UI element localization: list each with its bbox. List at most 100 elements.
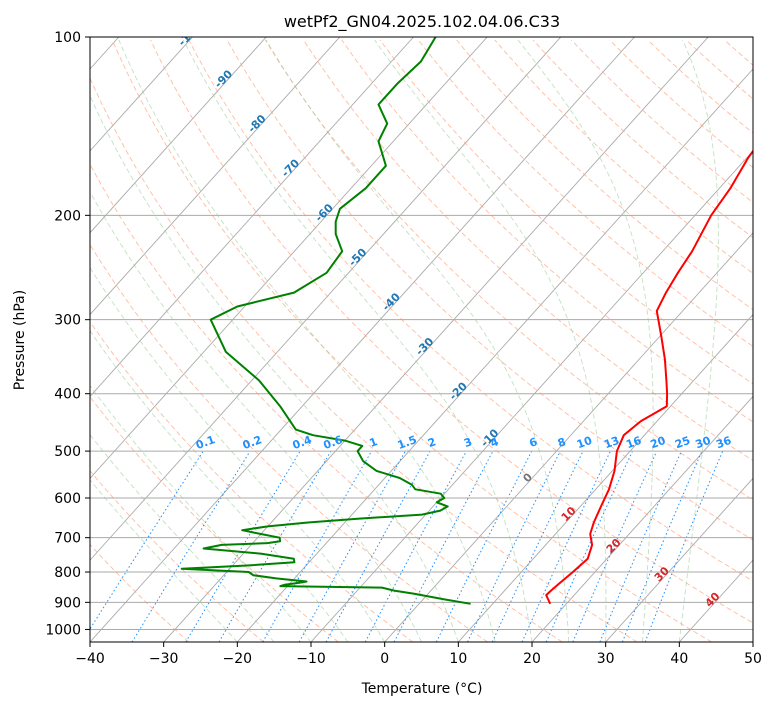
mixing-ratio-label: 4	[489, 435, 501, 450]
dry-adiabat	[417, 39, 753, 348]
mixing-ratio-line	[185, 451, 301, 642]
isotherm-label: -70	[279, 156, 302, 179]
moist-adiabat	[90, 94, 459, 642]
mixing-ratio-line	[545, 451, 633, 642]
y-tick-label: 200	[54, 208, 81, 224]
y-tick-label: 900	[54, 595, 81, 611]
x-tick-label: 40	[670, 651, 688, 667]
dry-adiabat	[264, 39, 753, 501]
isotherm-label: 10	[559, 504, 579, 524]
dry-adiabat	[379, 39, 753, 385]
y-tick-label: 600	[54, 491, 81, 507]
isotherm	[90, 37, 562, 561]
x-tick-label: 20	[523, 651, 541, 667]
chart-title: wetPf2_GN04.2025.102.04.06.C33	[284, 12, 560, 32]
moist-adiabat	[90, 266, 386, 642]
mixing-ratio-line	[262, 451, 372, 642]
isotherm	[531, 395, 753, 642]
isotherm	[90, 37, 267, 234]
dry-adiabat	[188, 39, 753, 582]
dry-adiabat	[341, 39, 753, 423]
mixing-ratio-line	[90, 451, 204, 630]
mixing-ratio-line	[521, 451, 611, 642]
dry-adiabat	[456, 39, 753, 311]
mixing-ratio-label: 36	[714, 434, 733, 452]
dry-adiabat	[647, 39, 753, 134]
moist-adiabat	[374, 39, 607, 642]
isotherm-label: 20	[604, 536, 624, 556]
dry-adiabat	[685, 39, 753, 100]
y-axis-label: Pressure (hPa)	[12, 290, 28, 390]
isotherm-label: -40	[380, 290, 403, 313]
isotherm-label: -60	[313, 201, 336, 224]
y-axis: 100 200 300 400 500 600 700 800 900 1000	[45, 30, 90, 638]
dry-adiabat	[494, 39, 753, 274]
isotherm	[90, 37, 635, 642]
moist-adiabat	[90, 479, 238, 642]
mixing-ratio-label: 20	[649, 434, 668, 452]
isotherm-label: -50	[346, 246, 369, 269]
moist-adiabat	[90, 330, 349, 642]
isotherm	[678, 559, 753, 642]
mixing-ratio-label: 10	[575, 434, 594, 452]
mixing-ratio-label: 16	[624, 434, 643, 452]
y-tick-label: 1000	[45, 622, 81, 638]
moist-adiabat	[118, 39, 496, 642]
y-tick-label: 100	[54, 30, 81, 46]
sounding-series	[180, 37, 753, 605]
mixing-ratio-label: 2	[426, 435, 438, 450]
moist-adiabat	[90, 434, 275, 642]
dry-adiabat	[723, 39, 753, 66]
mixing-ratio-label: 1	[368, 435, 380, 450]
x-axis: −40 −30 −20 −10 0 10 20 30 40 50	[75, 642, 762, 667]
plot-area: 0.1 0.2 0.4 0.6 1 1.5 2 3 4 6 8 10 13 16 20 25 30 36-100-…	[89, 36, 754, 643]
mixing-ratio-line	[644, 451, 723, 642]
mixing-ratio-line	[467, 451, 561, 642]
moist-adiabat	[517, 39, 654, 642]
dry-adiabat	[150, 39, 753, 624]
dry-adiabat	[90, 543, 190, 642]
isotherm	[310, 150, 753, 642]
mixing-ratio-line	[491, 451, 584, 642]
mixing-ratio-label: 1.5	[396, 433, 419, 452]
mixing-ratio-label: 0.2	[241, 433, 264, 452]
x-tick-label: −20	[223, 651, 253, 667]
mixing-ratio-label: 0.4	[291, 433, 314, 452]
isotherm-label: -20	[447, 379, 470, 402]
mixing-ratio-line	[325, 451, 431, 642]
mixing-ratio-line	[364, 451, 467, 642]
mixing-ratio-line	[218, 451, 332, 642]
mixing-ratio-line	[435, 451, 532, 642]
isotherm	[90, 37, 488, 480]
mixing-ratio-label: 8	[556, 435, 568, 450]
mixing-ratio-line	[572, 451, 657, 642]
mixing-ratio-line	[131, 451, 251, 642]
background-lines	[90, 37, 753, 642]
dry-adiabat	[111, 39, 712, 642]
y-tick-label: 400	[54, 387, 81, 403]
dry-adiabat	[90, 77, 638, 642]
dry-adiabat	[90, 396, 339, 642]
isotherm-label: -30	[413, 335, 436, 358]
isotherm	[457, 313, 753, 642]
isotherm	[384, 232, 753, 642]
isotherm	[90, 37, 414, 398]
isotherm	[236, 68, 753, 642]
dry-adiabat	[90, 163, 563, 642]
isotherm	[605, 477, 753, 642]
y-tick-label: 300	[54, 313, 81, 329]
dry-adiabat	[90, 321, 414, 642]
x-tick-label: −40	[75, 651, 105, 667]
temperature-line	[545, 149, 753, 605]
dry-adiabat	[90, 470, 264, 642]
x-tick-label: −10	[296, 651, 326, 667]
mixing-ratio-line	[298, 451, 406, 642]
moist-adiabat	[265, 39, 570, 642]
pressure-gridlines	[90, 37, 753, 630]
isotherm-label: -80	[245, 112, 268, 135]
x-tick-label: 10	[449, 651, 467, 667]
x-tick-label: 50	[744, 651, 762, 667]
dry-adiabat	[303, 39, 753, 462]
mixing-ratio-label: 25	[673, 434, 692, 451]
